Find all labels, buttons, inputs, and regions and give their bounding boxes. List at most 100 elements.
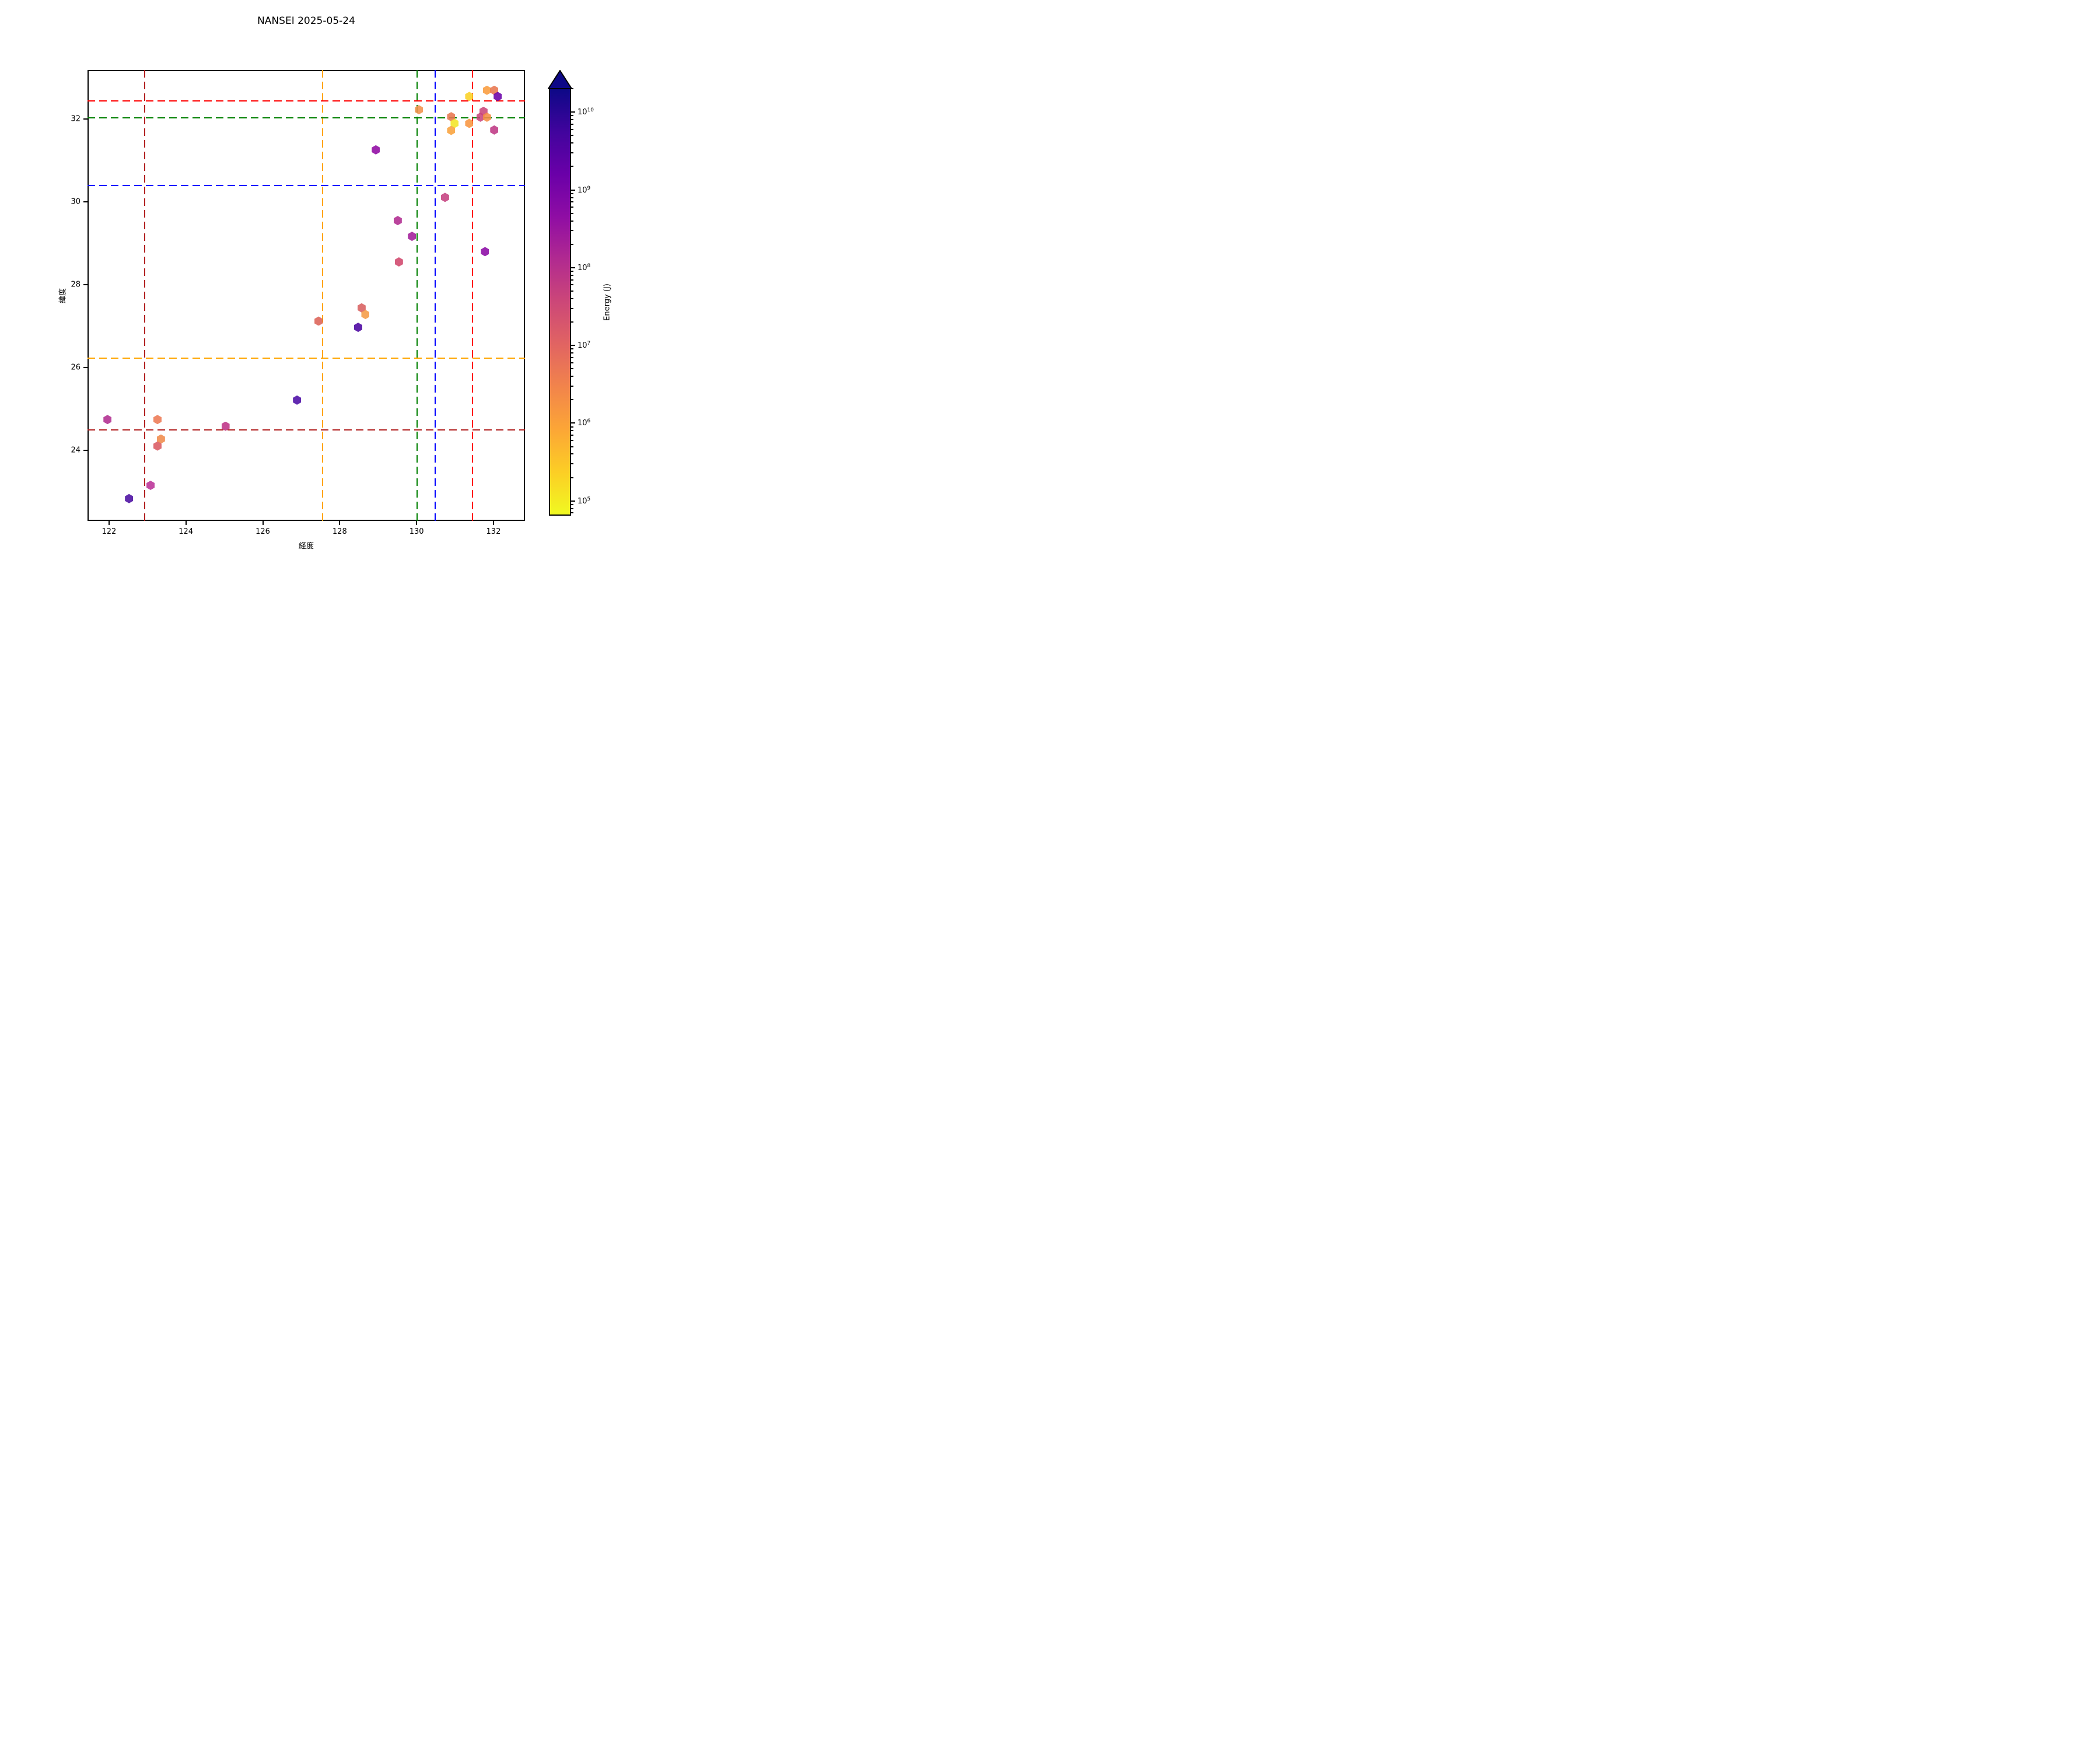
colorbar-axis-label: Energy (J) — [603, 283, 612, 321]
colorbar-minor-tick — [571, 463, 573, 465]
x-axis-tick — [262, 521, 264, 525]
colorbar-minor-tick — [571, 284, 573, 286]
data-point-hexagon — [221, 421, 230, 431]
reference-line-vertical — [144, 70, 146, 521]
figure: NANSEI 2025-05-24 122 124 126 128 130 132 24 26… — [0, 0, 700, 583]
data-point-hexagon — [408, 232, 416, 242]
colorbar-minor-tick — [571, 152, 573, 153]
colorbar-minor-tick — [571, 362, 573, 363]
reference-line-horizontal — [88, 100, 525, 102]
colorbar-major-tick — [571, 267, 575, 268]
colorbar-minor-tick — [571, 290, 573, 292]
colorbar-tick-exponent: 9 — [587, 185, 591, 191]
x-axis-tick — [416, 521, 418, 525]
x-axis-tick-label: 130 — [409, 527, 424, 536]
data-point-hexagon — [482, 112, 491, 122]
reference-line-horizontal — [88, 184, 525, 186]
plot-area — [88, 70, 525, 521]
colorbar-minor-tick — [571, 512, 573, 514]
colorbar-tick-base: 10 — [578, 264, 587, 273]
colorbar-minor-tick — [571, 307, 573, 309]
colorbar-minor-tick — [571, 503, 573, 505]
chart-title: NANSEI 2025-05-24 — [257, 15, 355, 27]
colorbar-extend-arrow — [548, 70, 572, 89]
colorbar-minor-tick — [571, 399, 573, 401]
colorbar-minor-tick — [571, 201, 573, 203]
y-axis-label: 緯度 — [58, 288, 68, 303]
x-axis-tick-label: 126 — [256, 527, 270, 536]
y-axis-tick-label: 32 — [71, 114, 80, 124]
data-point-hexagon — [415, 105, 424, 115]
colorbar-major-tick — [571, 111, 575, 113]
colorbar-minor-tick — [571, 426, 573, 428]
colorbar-minor-tick — [571, 220, 573, 222]
x-axis-tick-label: 128 — [332, 527, 347, 536]
colorbar-gradient — [549, 88, 571, 516]
data-point-hexagon — [482, 85, 491, 95]
colorbar-tick-base: 10 — [578, 496, 587, 506]
colorbar-minor-tick — [571, 166, 573, 167]
y-axis-tick — [83, 201, 88, 203]
data-point-hexagon — [153, 415, 162, 425]
colorbar-minor-tick — [571, 435, 573, 436]
colorbar-minor-tick — [571, 128, 573, 130]
y-axis-tick — [83, 449, 88, 451]
colorbar-minor-tick — [571, 212, 573, 214]
data-point-hexagon — [357, 303, 366, 313]
x-axis-tick — [492, 521, 494, 525]
data-point-hexagon — [494, 92, 502, 102]
colorbar-minor-tick — [571, 206, 573, 208]
colorbar-minor-tick — [571, 477, 573, 478]
colorbar-minor-tick — [571, 135, 573, 136]
colorbar-tick-exponent: 10 — [587, 107, 594, 114]
colorbar-tick-label: 106 — [578, 418, 590, 428]
data-point-hexagon — [354, 323, 362, 332]
colorbar-minor-tick — [571, 446, 573, 447]
colorbar-minor-tick — [571, 321, 573, 323]
data-point-hexagon — [293, 395, 302, 405]
colorbar-minor-tick — [571, 348, 573, 350]
x-axis-tick-label: 124 — [178, 527, 194, 536]
data-point-hexagon — [465, 118, 474, 128]
data-point-hexagon — [481, 247, 489, 257]
colorbar-minor-tick — [571, 115, 573, 117]
colorbar-minor-tick — [571, 430, 573, 432]
data-point-hexagon — [372, 145, 380, 155]
colorbar-tick-label: 108 — [578, 263, 590, 272]
reference-line-vertical — [416, 70, 418, 521]
x-axis-tick — [339, 521, 341, 525]
colorbar-minor-tick — [571, 279, 573, 281]
x-axis-tick — [108, 521, 110, 525]
colorbar-minor-tick — [571, 368, 573, 370]
data-point-hexagon — [476, 112, 485, 122]
data-point-hexagon — [153, 441, 162, 451]
colorbar-minor-tick — [571, 508, 573, 509]
colorbar-tick-base: 10 — [578, 419, 587, 428]
y-axis-tick-label: 26 — [71, 363, 80, 372]
colorbar-minor-tick — [571, 385, 573, 387]
data-point-hexagon — [361, 310, 370, 320]
reference-line-vertical — [471, 70, 473, 521]
colorbar-major-tick — [571, 500, 575, 502]
data-point-hexagon — [393, 216, 402, 226]
colorbar-minor-tick — [571, 274, 573, 276]
reference-line-vertical — [435, 70, 436, 521]
colorbar-minor-tick — [571, 88, 573, 90]
reference-line-horizontal — [88, 358, 525, 359]
reference-line-horizontal — [88, 429, 525, 430]
data-point-hexagon — [103, 415, 112, 425]
data-point-hexagon — [447, 112, 456, 122]
x-axis-tick-label: 132 — [486, 527, 501, 536]
colorbar-tick-exponent: 5 — [587, 496, 591, 502]
data-point-hexagon — [125, 494, 134, 503]
colorbar-minor-tick — [571, 352, 573, 354]
y-axis-tick — [83, 284, 88, 286]
y-axis-tick-label: 24 — [71, 446, 80, 455]
colorbar-minor-tick — [571, 356, 573, 358]
x-axis-label: 経度 — [298, 542, 314, 551]
data-point-hexagon — [314, 316, 323, 326]
colorbar-tick-exponent: 8 — [587, 262, 591, 269]
colorbar-major-tick — [571, 345, 575, 346]
colorbar-minor-tick — [571, 142, 573, 144]
y-axis-tick-label: 28 — [71, 280, 80, 289]
